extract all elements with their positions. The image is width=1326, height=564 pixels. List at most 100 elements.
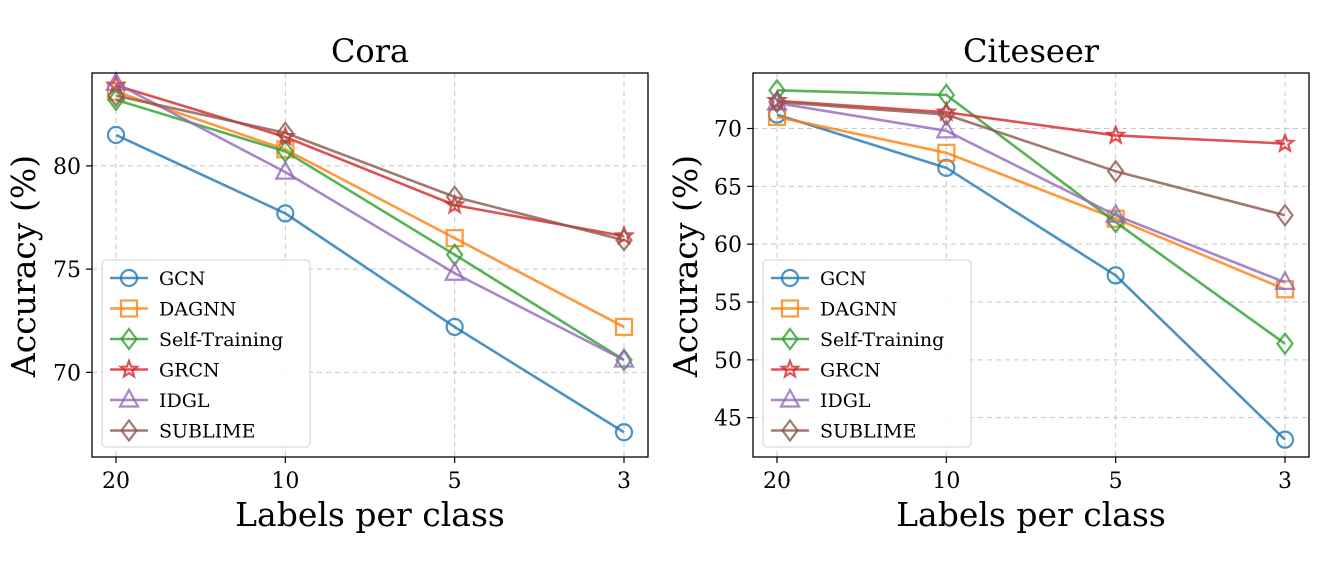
cora-legend-swatch-marker xyxy=(117,357,141,379)
cora-idgl-line xyxy=(115,82,625,362)
cora-panel: Cora Labels per class Accuracy (%) 20 10 5… xyxy=(4,32,649,534)
citeseer-legend-swatch-marker xyxy=(781,327,799,351)
cora-gcn-point xyxy=(445,317,464,337)
citeseer-y-tick-label: 70 xyxy=(714,118,742,143)
cora-legend-entry-grcn: GRCN xyxy=(110,357,220,382)
citeseer-legend-swatch-marker xyxy=(780,268,800,288)
citeseer-y-axis-label: Accuracy (%) xyxy=(666,155,705,378)
citeseer-gcn-point xyxy=(1275,430,1295,449)
cora-legend-entry-dagnn: DAGNN xyxy=(110,299,236,321)
citeseer-series-sublime xyxy=(768,90,1294,228)
cora-y-tick-label: 70 xyxy=(53,361,81,386)
cora-legend-swatch-marker xyxy=(119,268,139,288)
citeseer-legend-label: SUBLIME xyxy=(820,421,916,443)
citeseer-legend-entry-sublime: SUBLIME xyxy=(771,418,916,443)
citeseer-y-tick-label: 55 xyxy=(714,291,742,316)
cora-legend-entry-sublime: SUBLIME xyxy=(110,418,255,443)
cora-legend: GCN DAGNN Self-Training GRCN IDGL SUBLIME xyxy=(101,259,311,448)
citeseer-x-axis-label: Labels per class xyxy=(896,495,1166,534)
citeseer-legend-label: GRCN xyxy=(820,360,881,382)
cora-x-tick-label: 5 xyxy=(448,469,462,494)
cora-dagnn-point xyxy=(614,317,634,337)
citeseer-dagnn-line xyxy=(776,115,1286,291)
cora-legend-label: DAGNN xyxy=(159,299,236,321)
citeseer-idgl-point xyxy=(1274,270,1296,290)
citeseer-legend-entry-grcn: GRCN xyxy=(771,357,881,382)
citeseer-grcn-line xyxy=(776,99,1286,145)
citeseer-sublime-line xyxy=(776,100,1286,217)
citeseer-grcn-point xyxy=(1273,131,1297,153)
citeseer-legend-label: Self-Training xyxy=(820,329,944,351)
cora-legend-label: GRCN xyxy=(159,360,220,382)
citeseer-x-tick-label: 5 xyxy=(1109,469,1123,494)
cora-x-tick-label: 20 xyxy=(102,469,130,494)
citeseer-axes-frame xyxy=(752,72,1310,458)
citeseer-idgl-line xyxy=(776,101,1286,284)
cora-x-axis-label: Labels per class xyxy=(235,495,505,534)
cora-sublime-point xyxy=(107,83,125,108)
cora-gcn-line xyxy=(115,133,625,434)
cora-legend-entry-idgl: IDGL xyxy=(110,387,210,412)
cora-dagnn-line xyxy=(115,90,625,329)
cora-legend-label: IDGL xyxy=(159,390,210,412)
citeseer-idgl-point xyxy=(935,118,958,139)
cora-legend-entry-self-training: Self-Training xyxy=(110,327,283,351)
cora-grcn-line xyxy=(115,84,625,238)
citeseer-series-idgl xyxy=(766,90,1296,290)
cora-series-sublime xyxy=(107,83,633,253)
citeseer-legend-entry-dagnn: DAGNN xyxy=(771,299,897,321)
citeseer-series-self-training xyxy=(768,78,1294,356)
citeseer-legend: GCN DAGNN Self-Training GRCN IDGL SUBLIME xyxy=(762,259,972,448)
citeseer-legend-label: DAGNN xyxy=(820,299,897,321)
cora-legend-swatch-marker xyxy=(120,418,138,443)
cora-legend-swatch-marker xyxy=(118,387,140,408)
citeseer-legend-swatch-marker xyxy=(779,387,801,408)
citeseer-idgl-point xyxy=(1104,202,1127,223)
cora-series-idgl xyxy=(105,71,635,368)
cora-series-grcn xyxy=(104,73,636,246)
cora-legend-label: Self-Training xyxy=(159,329,283,351)
citeseer-legend-entry-idgl: IDGL xyxy=(771,387,871,412)
cora-sublime-point xyxy=(276,121,295,145)
cora-y-tick-label: 75 xyxy=(53,258,81,283)
cora-legend-label: SUBLIME xyxy=(159,421,255,443)
cora-legend-label: GCN xyxy=(159,268,205,290)
citeseer-y-tick-label: 65 xyxy=(714,175,742,200)
cora-axes-frame xyxy=(91,72,649,458)
citeseer-sublime-point xyxy=(937,102,956,127)
citeseer-legend-label: IDGL xyxy=(820,390,871,412)
citeseer-x-tick-label: 20 xyxy=(763,469,791,494)
cora-idgl-point xyxy=(443,260,466,281)
cora-gcn-point xyxy=(276,204,295,223)
cora-title: Cora xyxy=(331,32,409,70)
cora-sublime-point xyxy=(615,228,633,253)
citeseer-panel: Citeseer Labels per class Accuracy (%) 2… xyxy=(666,32,1310,534)
cora-series-gcn xyxy=(106,125,634,442)
citeseer-series-grcn xyxy=(765,89,1297,153)
cora-y-tick-label: 80 xyxy=(53,155,81,180)
citeseer-sublime-point xyxy=(1276,203,1294,228)
citeseer-y-tick-label: 60 xyxy=(714,233,742,258)
citeseer-x-tick-label: 3 xyxy=(1278,469,1292,494)
citeseer-gcn-point xyxy=(1106,266,1125,285)
citeseer-self-training-point xyxy=(768,78,786,103)
cora-sublime-line xyxy=(115,94,625,242)
citeseer-sublime-point xyxy=(768,90,786,114)
cora-gcn-point xyxy=(614,423,634,442)
citeseer-legend-entry-gcn: GCN xyxy=(771,268,866,290)
citeseer-self-training-line xyxy=(776,89,1286,345)
citeseer-legend-label: GCN xyxy=(820,268,866,290)
cora-y-axis-label: Accuracy (%) xyxy=(4,155,43,378)
cora-idgl-point xyxy=(613,347,635,368)
cora-grcn-point xyxy=(443,193,466,215)
citeseer-gcn-line xyxy=(776,113,1286,441)
cora-gcn-point xyxy=(106,125,126,145)
citeseer-legend-box xyxy=(762,259,972,448)
citeseer-legend-entry-self-training: Self-Training xyxy=(771,327,944,351)
citeseer-y-tick-label: 45 xyxy=(714,407,742,432)
cora-idgl-point xyxy=(105,71,127,91)
citeseer-self-training-point xyxy=(1106,210,1125,235)
cora-x-tick-label: 3 xyxy=(617,469,631,494)
cora-self-training-line xyxy=(115,98,625,362)
